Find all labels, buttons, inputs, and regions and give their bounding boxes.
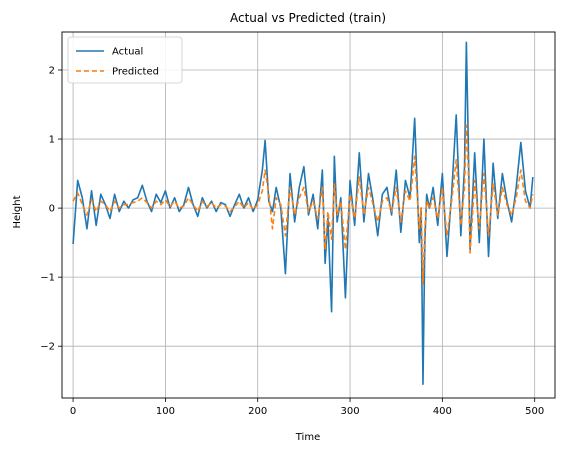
x-tick-label: 100 bbox=[156, 406, 175, 417]
grid bbox=[62, 32, 555, 398]
series-line-actual bbox=[72, 41, 534, 385]
x-tick-label: 400 bbox=[433, 406, 452, 417]
x-tick-label: 500 bbox=[525, 406, 544, 417]
legend-label-predicted: Predicted bbox=[112, 67, 159, 78]
y-tick-label: 1 bbox=[49, 135, 55, 146]
y-tick-label: 0 bbox=[49, 204, 55, 215]
axes: 0 100 200 300 400 500 −2 −1 0 1 2 bbox=[40, 31, 556, 417]
x-axis-label: Time bbox=[295, 432, 320, 443]
y-tick-label: 2 bbox=[49, 65, 55, 76]
legend: Actual Predicted bbox=[67, 36, 183, 84]
chart-title: Actual vs Predicted (train) bbox=[230, 11, 386, 25]
legend-label-actual: Actual bbox=[112, 47, 143, 58]
y-axis-label: Height bbox=[12, 195, 23, 228]
axes-frame bbox=[61, 31, 556, 399]
y-tick-label: −1 bbox=[40, 273, 55, 284]
x-tick-label: 0 bbox=[70, 406, 76, 417]
plot-area bbox=[72, 41, 534, 385]
y-tick-label: −2 bbox=[40, 342, 55, 353]
x-tick-label: 300 bbox=[340, 406, 359, 417]
series-line-predicted bbox=[72, 124, 534, 285]
x-tick-label: 200 bbox=[248, 406, 267, 417]
